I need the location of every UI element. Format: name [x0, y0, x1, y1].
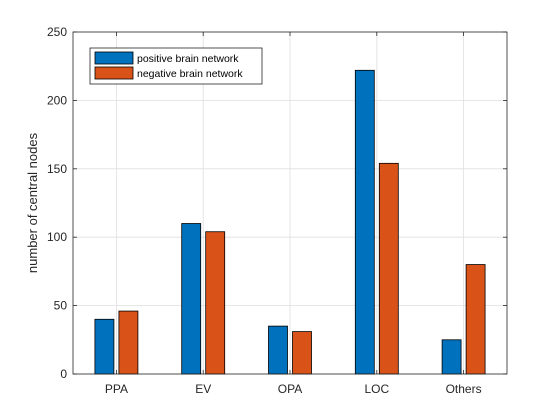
bar-positive-loc [354, 69, 375, 375]
bar-negative-ev [205, 231, 226, 375]
legend-swatch [94, 51, 134, 65]
bar-negative-ppa [118, 310, 139, 375]
y-tick-label: 200 [47, 93, 67, 107]
grid-lines [73, 31, 507, 375]
y-tick-label: 100 [47, 230, 67, 244]
bar-positive-ev [181, 223, 202, 375]
bar-negative-others [465, 264, 486, 375]
legend-label: positive brain network [137, 53, 239, 65]
y-tick-label: 250 [47, 25, 67, 39]
y-tick-label: 0 [60, 367, 67, 381]
x-tick-label: PPA [105, 382, 128, 396]
bar-positive-ppa [94, 318, 115, 375]
x-axis-ticks: PPA EV OPA LOC Others [105, 32, 482, 396]
y-tick-label: 150 [47, 162, 67, 176]
legend: positive brain network negative brain net… [89, 47, 263, 85]
x-tick-label: OPA [278, 382, 302, 396]
bar-positive-others [441, 339, 462, 375]
bar-negative-loc [378, 162, 399, 375]
x-tick-label: LOC [364, 382, 389, 396]
y-axis-ticks: 0 50 100 150 200 250 [47, 25, 507, 381]
bar-positive-opa [268, 325, 288, 375]
y-tick-label: 50 [54, 299, 68, 313]
legend-label: negative brain network [137, 68, 243, 80]
x-tick-label: EV [195, 382, 211, 396]
y-axis-label: number of central nodes [25, 132, 40, 273]
bar-negative-opa [292, 331, 312, 375]
x-tick-label: Others [446, 382, 482, 396]
legend-swatch [94, 66, 134, 80]
